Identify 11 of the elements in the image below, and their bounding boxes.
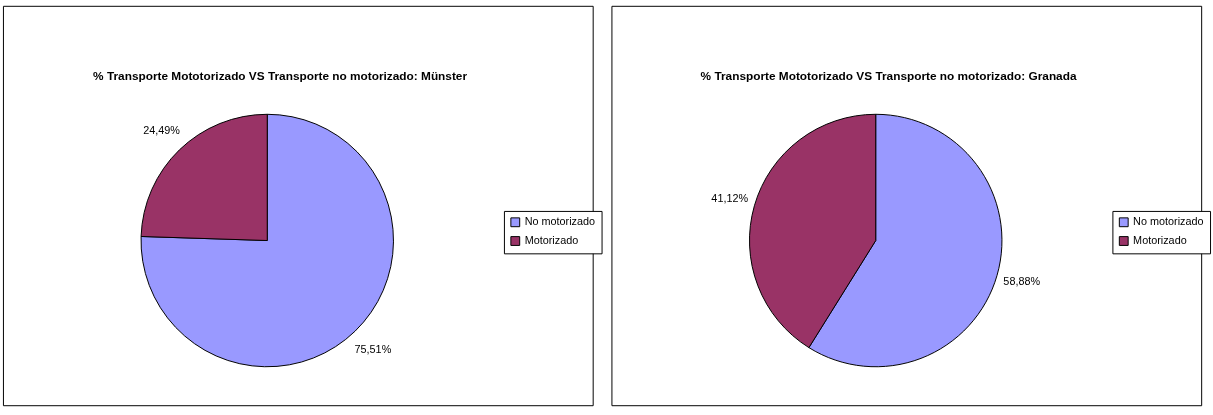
chart-title: % Transporte Mototorizado VS Transporte no motorizado: Granada <box>700 68 1077 83</box>
data-label: 24,49% <box>143 124 181 137</box>
legend-label: Motorizado <box>524 233 579 246</box>
data-label: 41,12% <box>711 191 749 204</box>
legend-label: No motorizado <box>524 215 596 228</box>
legend-label: Motorizado <box>1133 233 1187 246</box>
data-label: 75,51% <box>354 342 392 355</box>
chart-title: % Transporte Mototorizado VS Transporte no motorizado: Münster <box>93 68 468 83</box>
data-label: 58,88% <box>1003 275 1041 288</box>
pie-slice <box>140 113 394 367</box>
legend-label: No motorizado <box>1133 215 1204 228</box>
